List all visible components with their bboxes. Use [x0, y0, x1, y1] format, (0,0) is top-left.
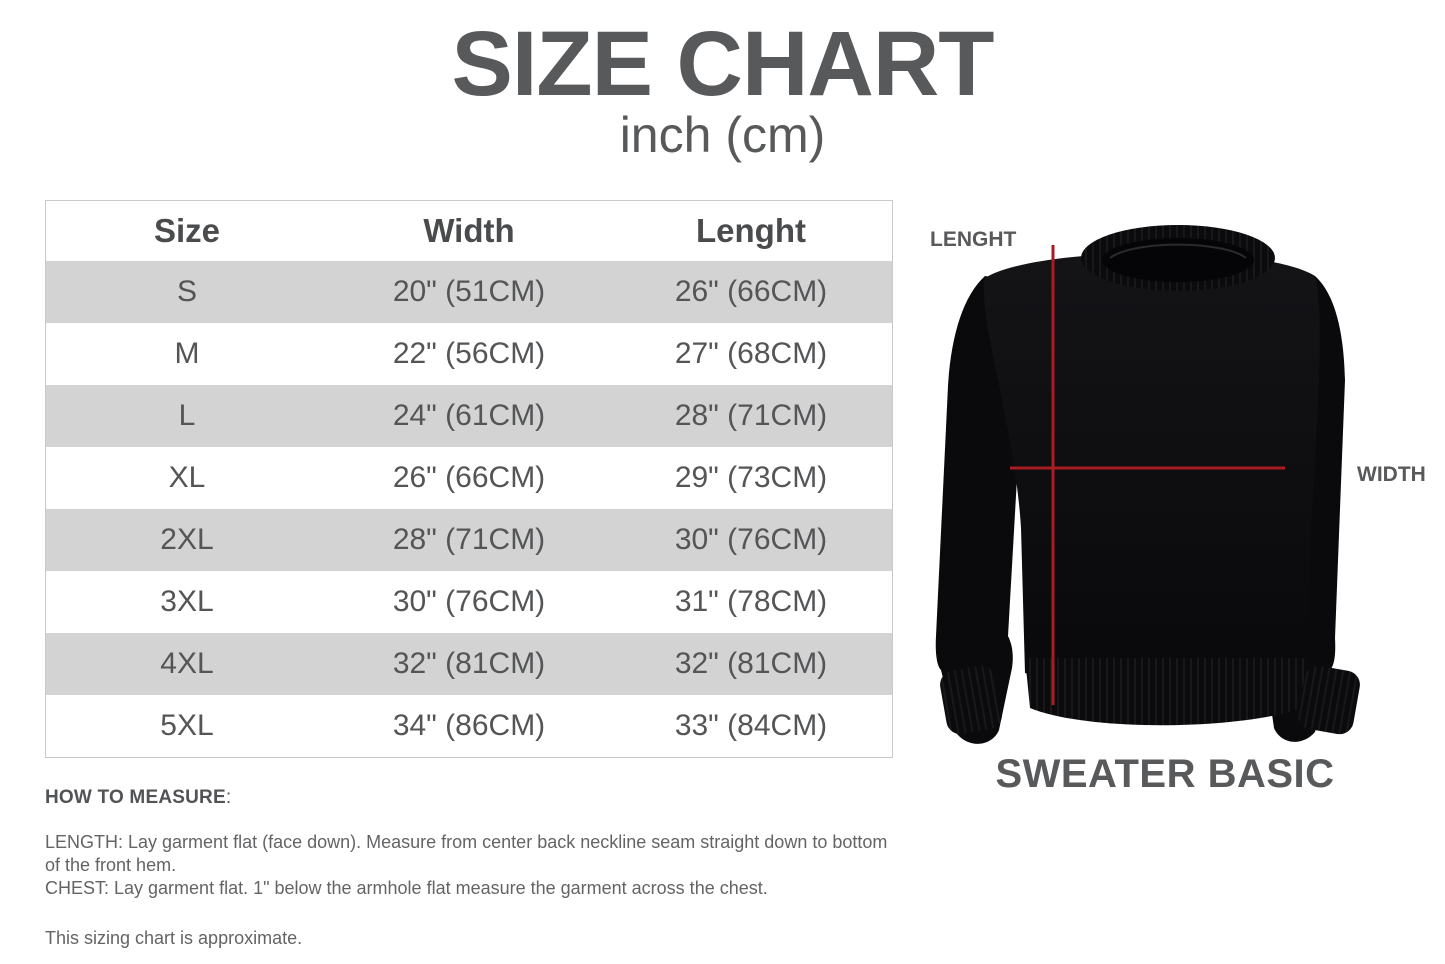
sweater-image: [935, 225, 1360, 744]
sweater-caption: SWEATER BASIC: [995, 752, 1335, 796]
column-header-width: Width: [423, 212, 515, 249]
cell-width: 28" (71CM): [392, 523, 546, 556]
cell-length: 31" (78CM): [674, 585, 828, 618]
table-row: L 24" (61CM) 28" (71CM): [46, 385, 892, 447]
page-title: SIZE CHART: [451, 13, 995, 115]
cell-length: 30" (76CM): [674, 523, 828, 556]
table-row: 3XL 30" (76CM) 31" (78CM): [46, 571, 892, 633]
how-to-measure-heading-text: HOW TO MEASURE: [45, 787, 226, 808]
table-row: 4XL 32" (81CM) 32" (81CM): [46, 633, 892, 695]
cell-size: 4XL: [160, 647, 214, 680]
sweater-hem-band: [1025, 658, 1309, 726]
how-to-measure-heading: HOW TO MEASURE:: [45, 787, 901, 809]
width-label: WIDTH: [1357, 463, 1426, 486]
length-instruction: LENGTH: Lay garment flat (face down). Me…: [45, 832, 888, 875]
cell-size: S: [176, 275, 197, 308]
column-header-length: Lenght: [696, 212, 806, 249]
cell-size: XL: [168, 461, 206, 494]
cell-length: 32" (81CM): [674, 647, 828, 680]
cell-length: 26" (66CM): [674, 275, 828, 308]
how-to-measure-colon: :: [225, 787, 232, 808]
how-to-measure-section: HOW TO MEASURE: LENGTH: Lay garment flat…: [45, 787, 901, 950]
cell-size: L: [178, 399, 196, 432]
cell-width: 30" (76CM): [392, 585, 546, 618]
table-row: M 22" (56CM) 27" (68CM): [46, 323, 892, 385]
page-subtitle: inch (cm): [619, 107, 826, 163]
cell-width: 20" (51CM): [392, 275, 546, 308]
cell-width: 32" (81CM): [392, 647, 546, 680]
cell-width: 24" (61CM): [392, 399, 546, 432]
column-header-size: Size: [153, 212, 221, 249]
size-table: Size Width Lenght S 20" (51CM) 26" (66CM…: [45, 200, 893, 758]
sweater-collar-opening: [1102, 238, 1254, 282]
table-row: 2XL 28" (71CM) 30" (76CM): [46, 509, 892, 571]
table-row: 5XL 34" (86CM) 33" (84CM): [46, 695, 892, 757]
measure-instructions: LENGTH: Lay garment flat (face down). Me…: [45, 831, 901, 900]
table-row: S 20" (51CM) 26" (66CM): [46, 261, 892, 323]
length-label: LENGHT: [930, 228, 1017, 251]
chest-instruction: CHEST: Lay garment flat. 1" below the ar…: [45, 878, 768, 898]
cell-length: 33" (84CM): [674, 709, 828, 742]
sweater-right-cuff: [1298, 665, 1360, 735]
cell-width: 34" (86CM): [392, 709, 546, 742]
cell-size: 2XL: [160, 523, 214, 556]
cell-width: 26" (66CM): [392, 461, 546, 494]
cell-width: 22" (56CM): [392, 337, 546, 370]
approximate-note: This sizing chart is approximate.: [45, 928, 303, 948]
sweater-collar-highlight: [1109, 243, 1247, 259]
cell-size: M: [174, 337, 200, 370]
cell-length: 27" (68CM): [674, 337, 828, 370]
cell-length: 28" (71CM): [674, 399, 828, 432]
table-row: XL 26" (66CM) 29" (73CM): [46, 447, 892, 509]
cell-length: 29" (73CM): [674, 461, 828, 494]
cell-size: 3XL: [160, 585, 214, 618]
cell-size: 5XL: [160, 709, 214, 742]
sweater-left-cuff: [940, 665, 1002, 735]
table-header-row: Size Width Lenght: [46, 201, 892, 261]
